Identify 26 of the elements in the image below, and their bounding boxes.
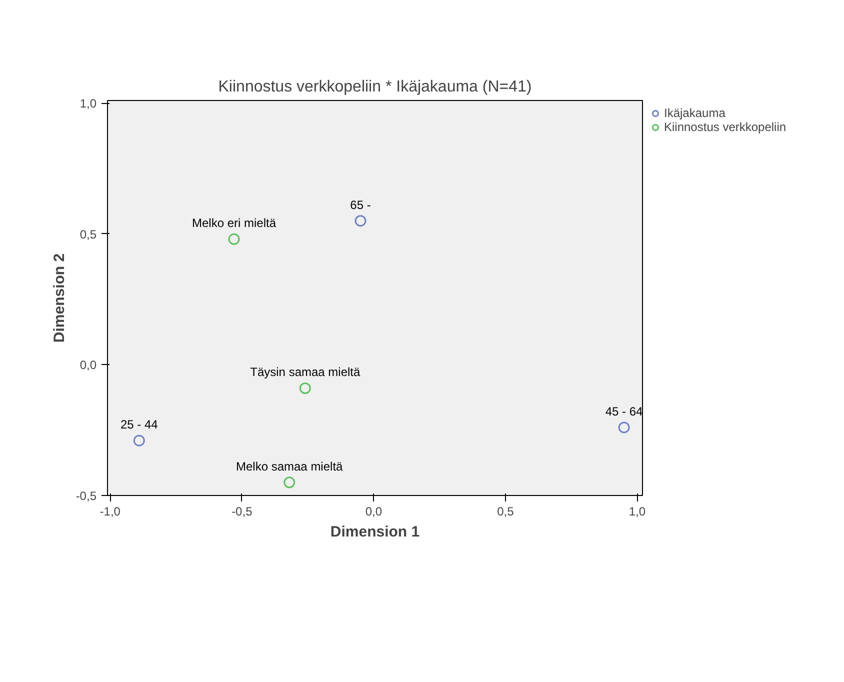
chart-title: Kiinnostus verkkopeliin * Ikäjakauma (N=41) (218, 78, 532, 96)
annotation: 45 - 64 (605, 404, 644, 418)
y-tick-label: 1,0 (80, 96, 97, 111)
x-tick-label: 0,0 (365, 504, 382, 518)
annotation: Melko samaa mieltä (236, 459, 344, 474)
annotation: 65 - (350, 198, 371, 212)
y-tick-label: 0,0 (80, 358, 97, 372)
y-tick-label: -0,5 (76, 489, 97, 503)
y-tick-label: 0,5 (80, 227, 97, 242)
annotation: 25 - 44 (120, 418, 158, 432)
legend-label: Kiinnostus verkkopeliin (664, 120, 786, 134)
legend-label: Ikäjakauma (664, 106, 726, 120)
x-tick-label: -0,5 (232, 504, 253, 518)
point (284, 476, 296, 488)
x-tick-label: 1,0 (628, 504, 646, 518)
annotation: Melko eri mieltä (192, 216, 276, 230)
point (228, 233, 240, 245)
point (133, 434, 145, 446)
x-axis-title: Dimension 1 (330, 524, 420, 540)
point (354, 215, 366, 227)
x-tick-label: 0,5 (497, 504, 514, 518)
y-axis-title: Dimension 2 (50, 253, 68, 343)
point (618, 422, 630, 434)
point (299, 382, 311, 394)
annotation: Täysin samaa mieltä (250, 365, 361, 380)
x-tick-label: -1,0 (100, 504, 121, 518)
